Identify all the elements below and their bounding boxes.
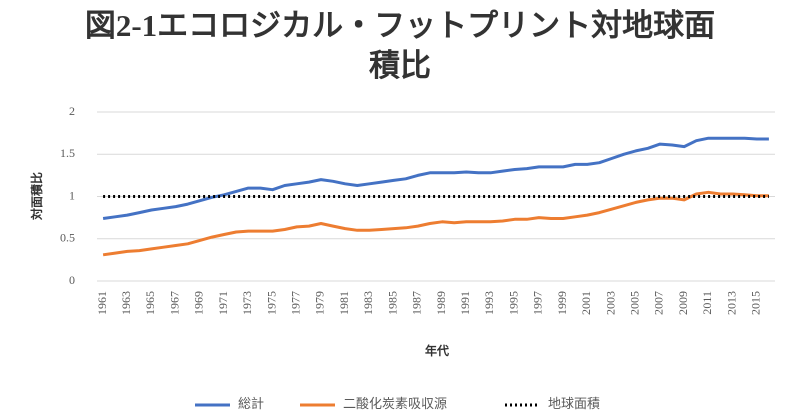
x-tick-label: 2015	[749, 291, 763, 315]
x-tick-label: 1971	[216, 291, 230, 315]
y-tick-label: 1	[69, 188, 75, 202]
x-tick-label: 2009	[676, 291, 690, 315]
x-tick-label: 1977	[289, 291, 303, 315]
y-tick-label: 1.5	[60, 146, 75, 160]
x-tick-label: 1961	[95, 291, 109, 315]
x-tick-label: 2005	[628, 291, 642, 315]
series-line	[102, 190, 769, 257]
x-tick-label: 1979	[313, 291, 327, 315]
x-tick-label: 2001	[579, 291, 593, 315]
x-tick-label: 2011	[700, 291, 714, 315]
y-tick-label: 2	[69, 104, 75, 118]
y-tick-label: 0.5	[60, 231, 75, 245]
x-tick-label: 1975	[264, 291, 278, 315]
legend-label: 総計	[238, 396, 264, 411]
legend-label: 二酸化炭素吸収源	[343, 396, 447, 411]
x-axis-label: 年代	[425, 343, 449, 358]
x-tick-label: 1985	[385, 291, 399, 315]
x-tick-label: 1999	[555, 291, 569, 315]
x-tick-label: 1969	[192, 291, 206, 315]
x-tick-label: 1991	[458, 291, 472, 315]
x-tick-label: 2003	[603, 291, 617, 315]
chart-title: 図2-1エコロジカル・フットプリント対地球面積比	[84, 8, 716, 83]
series-line	[102, 136, 769, 220]
x-tick-label: 1987	[410, 291, 424, 315]
x-tick-label: 1983	[361, 291, 375, 315]
x-tick-label: 1965	[143, 291, 157, 315]
x-tick-label: 1993	[482, 291, 496, 315]
x-tick-label: 2013	[724, 291, 738, 315]
y-tick-label: 0	[69, 273, 75, 287]
x-tick-label: 1981	[337, 291, 351, 315]
x-tick-label: 1989	[434, 291, 448, 315]
y-axis-label: 対面積比	[29, 172, 44, 221]
x-tick-label: 1963	[119, 291, 133, 315]
x-tick-label: 2007	[652, 291, 666, 315]
x-tick-label: 1997	[531, 291, 545, 315]
x-tick-label: 1973	[240, 291, 254, 315]
x-tick-label: 1967	[167, 291, 181, 315]
x-tick-label: 1995	[506, 291, 520, 315]
legend-label: 地球面積	[548, 396, 600, 411]
